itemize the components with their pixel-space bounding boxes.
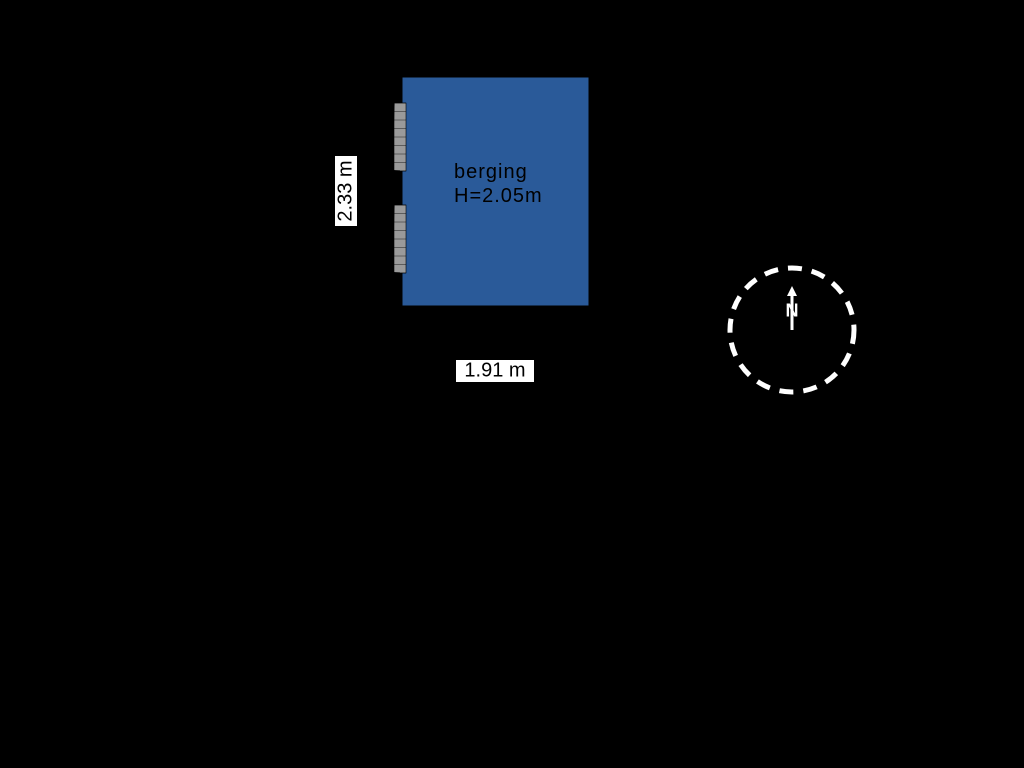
compass-letter: N xyxy=(786,299,799,319)
door-threshold-lower xyxy=(394,205,406,273)
room-label-line1: berging xyxy=(454,161,528,183)
dimension-vertical-label: 2.33 m xyxy=(334,160,356,221)
dimension-horizontal-label: 1.91 m xyxy=(464,359,525,381)
room-label-line2: H=2.05m xyxy=(454,185,543,207)
door-threshold-upper xyxy=(394,103,406,171)
